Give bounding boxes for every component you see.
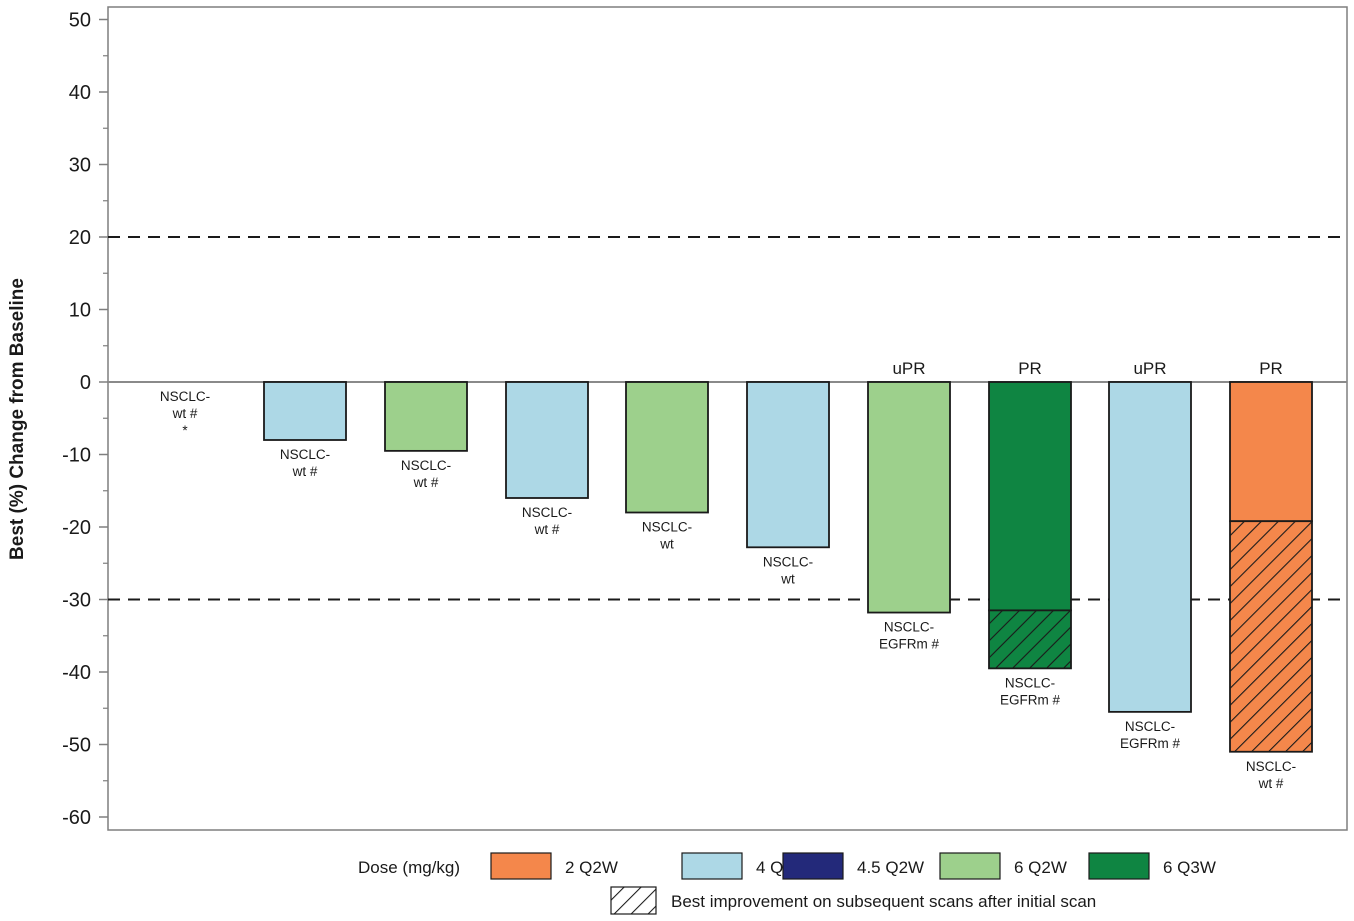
bar-label: EGFRm # (1120, 736, 1180, 751)
y-tick-label: 30 (69, 155, 91, 177)
bar-label: wt (780, 571, 795, 586)
legend-swatch (490, 852, 552, 880)
bar-label: NSCLC- (642, 520, 692, 535)
bar (625, 381, 709, 514)
bar (384, 381, 468, 452)
y-tick-label: -40 (62, 662, 91, 684)
bar (1229, 381, 1313, 523)
y-tick-label: 40 (69, 82, 91, 104)
response-label: PR (1018, 359, 1042, 378)
bar-label: * (182, 423, 188, 438)
legend-item-label: 2 Q2W (565, 858, 618, 877)
y-tick-label: -10 (62, 445, 91, 467)
bar-label: NSCLC- (763, 554, 813, 569)
hatch-swatch (610, 886, 657, 915)
bar (263, 381, 347, 441)
bar-label: wt # (292, 464, 318, 479)
y-tick-label: -30 (62, 590, 91, 612)
bar-hatch (1229, 520, 1313, 753)
bar-label: NSCLC- (1125, 719, 1175, 734)
legend-swatch (681, 852, 743, 880)
bar (1108, 381, 1192, 713)
legend-item-label: 6 Q3W (1163, 858, 1216, 877)
bar-label: NSCLC- (884, 620, 934, 635)
bar-label: wt (659, 537, 674, 552)
y-tick-label: -20 (62, 517, 91, 539)
bar-label: NSCLC- (280, 447, 330, 462)
bar-label: NSCLC- (160, 389, 210, 404)
legend-item-label: 6 Q2W (1014, 858, 1067, 877)
bar-label: NSCLC- (401, 458, 451, 473)
bar (505, 381, 589, 499)
bar (988, 381, 1072, 612)
bar-label: wt # (534, 522, 560, 537)
legend-title: Dose (mg/kg) (358, 858, 460, 877)
bar-label: NSCLC- (1005, 675, 1055, 690)
y-tick-label: 50 (69, 10, 91, 32)
y-tick-label: 10 (69, 300, 91, 322)
bar (867, 381, 951, 614)
bar-label: EGFRm # (1000, 692, 1060, 707)
bar-hatch (988, 609, 1072, 670)
hatch-label: Best improvement on subsequent scans aft… (671, 892, 1096, 911)
y-tick-label: -60 (62, 807, 91, 829)
bar-label: wt # (413, 475, 439, 490)
response-label: PR (1259, 359, 1283, 378)
y-tick-label: 20 (69, 227, 91, 249)
response-label: uPR (892, 359, 925, 378)
bar-label: wt # (172, 406, 198, 421)
y-axis-title: Best (%) Change from Baseline (7, 278, 28, 560)
bar-label: NSCLC- (522, 505, 572, 520)
response-label: uPR (1133, 359, 1166, 378)
legend-swatch (1088, 852, 1150, 880)
legend-item-label: 4.5 Q2W (857, 858, 924, 877)
bar-label: EGFRm # (879, 637, 939, 652)
bar-label: wt # (1258, 776, 1284, 791)
legend-swatch (782, 852, 844, 880)
legend-swatch (939, 852, 1001, 880)
bar-label: NSCLC- (1246, 759, 1296, 774)
y-tick-label: -50 (62, 735, 91, 757)
y-tick-label: 0 (80, 372, 91, 394)
bar (746, 381, 830, 549)
